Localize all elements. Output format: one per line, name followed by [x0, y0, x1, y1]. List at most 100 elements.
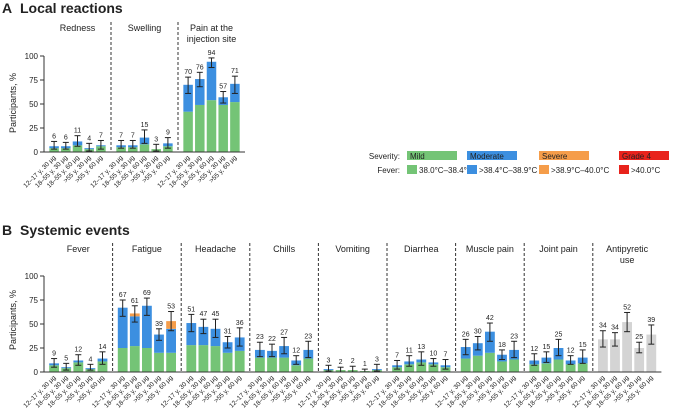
panel-a: A Local reactions Participants, % 0 25 50 7…: [2, 0, 245, 190]
value-label: 94: [208, 50, 216, 57]
value-label: 4: [88, 356, 92, 363]
group-label: Pain at the: [190, 23, 233, 33]
y-tick-label: 25: [29, 344, 38, 353]
bar-segment-mild: [154, 352, 164, 372]
legend-swatch-severity: [407, 151, 457, 160]
panel-b-title: Systemic events: [20, 222, 130, 238]
bar-segment-mild: [142, 348, 152, 372]
bar-segment-moderate: [117, 307, 128, 348]
bar-segment-any: [646, 334, 657, 372]
bar-segment-mild: [206, 100, 217, 152]
panel-b-letter: B: [2, 222, 12, 238]
bar-segment-mild: [166, 352, 176, 372]
value-label: 57: [219, 84, 227, 91]
group-label: Diarrhea: [404, 244, 439, 254]
bar-segment-any: [598, 339, 608, 372]
value-label: 13: [417, 344, 425, 351]
legend-swatch-fever: [619, 165, 629, 174]
value-label: 26: [462, 331, 470, 338]
value-label: 7: [395, 352, 399, 359]
y-tick-label: 50: [29, 320, 38, 329]
value-label: 11: [406, 348, 413, 355]
legend-items: Mild 38.0°C–38.4°C Moderate >38.4°C–38.9°C S…: [407, 151, 669, 175]
value-label: 34: [611, 325, 619, 332]
legend-fever-text: >40.0°C: [631, 166, 660, 175]
bar-segment-moderate: [154, 334, 164, 353]
value-label: 12: [74, 347, 82, 354]
bar-segment-moderate: [166, 328, 176, 353]
bar-segment-mild: [291, 365, 302, 372]
legend-fever-text: >38.9°C–40.0°C: [551, 166, 609, 175]
bar-segment-moderate: [129, 316, 140, 347]
value-label: 5: [64, 355, 68, 362]
value-label: 10: [430, 351, 438, 358]
bar-segment-mild: [49, 365, 59, 372]
value-label: 4: [87, 135, 91, 142]
value-label: 1: [363, 361, 367, 368]
group-label: Vomiting: [335, 244, 370, 254]
bar-segment-any: [634, 348, 645, 372]
bar-segment-mild: [267, 357, 277, 372]
bar-segment-mild: [416, 362, 427, 372]
bar-segment-mild: [279, 357, 289, 372]
bar-segment-mild: [49, 148, 59, 152]
bar-segment-mild: [565, 364, 576, 372]
legend-severity-text: Grade 4: [622, 152, 651, 161]
y-tick-label: 25: [29, 124, 38, 133]
bar-segment-mild: [195, 104, 205, 152]
value-label: 47: [200, 311, 208, 318]
legend-swatch-fever: [467, 165, 477, 174]
bar-segment-any: [622, 322, 632, 372]
value-label: 76: [196, 64, 204, 71]
bar-segment-mild: [198, 345, 209, 372]
value-label: 39: [647, 317, 655, 324]
value-label: 51: [187, 306, 195, 313]
legend-fever-text: 38.0°C–38.4°C: [419, 166, 473, 175]
y-tick-label: 50: [29, 100, 38, 109]
group-label: injection site: [187, 34, 237, 44]
legend-swatch-fever: [407, 165, 417, 174]
value-label: 3: [154, 136, 158, 143]
value-label: 7: [131, 132, 135, 139]
value-label: 25: [635, 334, 643, 341]
panel-a-letter: A: [2, 0, 12, 16]
value-label: 23: [304, 333, 312, 340]
value-label: 18: [498, 342, 506, 349]
value-label: 36: [236, 320, 244, 327]
bar-segment-moderate: [142, 305, 152, 348]
bar-segment-mild: [73, 362, 84, 372]
value-label: 15: [543, 344, 551, 351]
value-label: 42: [486, 315, 494, 322]
y-tick-label: 75: [29, 76, 38, 85]
bar-segment-mild: [230, 102, 240, 152]
value-label: 3: [375, 356, 379, 363]
bar-segment-mild: [222, 352, 233, 372]
legend-swatch-severity: [619, 151, 669, 160]
bar-segment-moderate: [485, 331, 495, 353]
legend-severity-text: Severe: [542, 152, 568, 161]
bar-segment-moderate: [186, 323, 197, 346]
panel-b-y-axis-label: Participants, %: [8, 290, 18, 350]
y-tick-label: 100: [25, 272, 39, 281]
y-tick-label: 0: [34, 368, 39, 377]
bar-segment-mild: [139, 144, 150, 152]
value-label: 34: [599, 323, 607, 330]
legend-fever-text: >38.4°C–38.9°C: [479, 166, 537, 175]
value-label: 25: [555, 331, 563, 338]
group-label: Joint pain: [539, 244, 578, 254]
bar-segment-mild: [303, 358, 314, 372]
group-label: Chills: [273, 244, 296, 254]
value-label: 14: [99, 344, 107, 351]
group-label: Antipyretic: [606, 244, 649, 254]
value-label: 12: [530, 346, 538, 353]
legend-swatch-fever: [539, 165, 549, 174]
value-label: 30: [474, 328, 482, 335]
value-label: 45: [212, 311, 220, 318]
value-label: 7: [444, 352, 448, 359]
bar-segment-mild: [234, 350, 245, 372]
value-label: 9: [166, 130, 170, 137]
bar-segment-mild: [129, 346, 140, 372]
value-label: 71: [231, 68, 239, 75]
y-tick-label: 75: [29, 296, 38, 305]
